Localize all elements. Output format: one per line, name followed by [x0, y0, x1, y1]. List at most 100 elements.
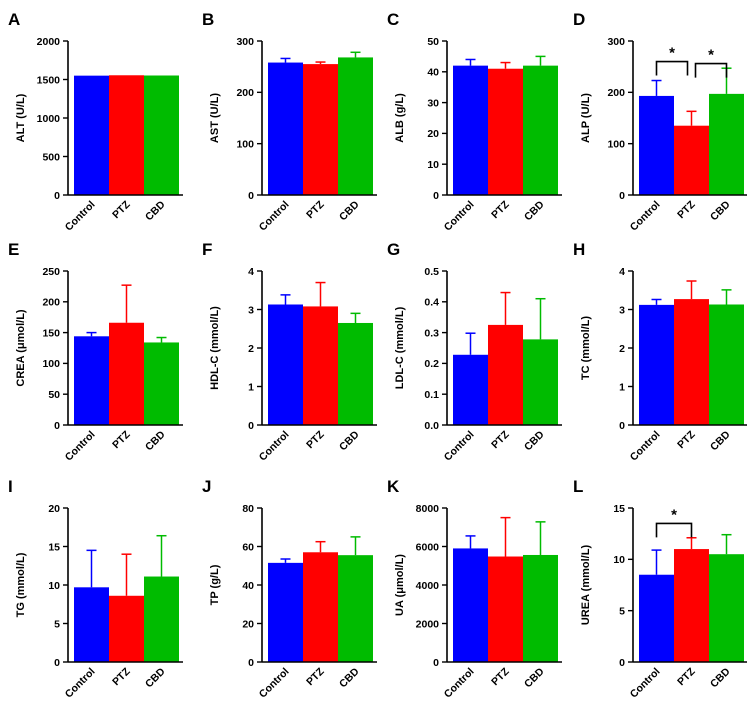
category-label: CBD: [143, 198, 168, 223]
y-axis-title: TG (mmol/L): [15, 552, 27, 617]
category-label: Control: [257, 199, 292, 234]
y-tick-label: 5: [619, 605, 625, 617]
panel-e: E 0 50 100 150 200 250 CREA (μmol/L) Control PTZ C…: [8, 240, 183, 464]
y-axis-title: CREA (μmol/L): [15, 309, 27, 387]
y-tick-label: 15: [48, 541, 60, 553]
panel-i: I 0 5 10 15 20 TG (mmol/L) Control PTZ CBD: [8, 477, 183, 701]
y-tick-label: 20: [242, 618, 254, 630]
y-tick-label: 200: [607, 87, 625, 99]
y-tick-label: 200: [42, 297, 60, 309]
y-tick-label: 0.3: [424, 327, 439, 339]
bar-ptz: [303, 306, 338, 425]
category-label: PTZ: [675, 428, 698, 451]
y-tick-label: 0: [248, 420, 254, 432]
y-axis-title: ALT (U/L): [15, 93, 27, 142]
y-tick-label: 10: [613, 554, 625, 566]
y-tick-label: 200: [236, 87, 254, 99]
panel-letter: K: [387, 477, 400, 496]
y-axis-title: UA (μmol/L): [394, 554, 406, 616]
y-tick-label: 100: [236, 138, 254, 150]
bar-control: [639, 574, 674, 662]
bar-control: [268, 562, 303, 662]
bar-cbd: [523, 554, 558, 662]
y-axis-title: ALP (U/L): [580, 93, 592, 143]
y-tick-label: 5: [54, 618, 60, 630]
y-tick-label: 1: [619, 381, 625, 393]
y-tick-label: 250: [42, 266, 60, 278]
category-label: PTZ: [304, 198, 327, 221]
category-label: PTZ: [489, 665, 512, 688]
bar-ptz: [109, 322, 144, 425]
category-label: Control: [257, 666, 292, 701]
category-label: CBD: [143, 428, 168, 453]
bar-cbd: [709, 554, 744, 662]
bar-control: [268, 62, 303, 196]
y-tick-label: 4: [248, 266, 254, 278]
category-label: CBD: [522, 665, 547, 690]
bar-control: [74, 587, 109, 662]
category-label: PTZ: [110, 198, 133, 221]
category-label: CBD: [708, 198, 733, 223]
bar-ptz: [674, 125, 709, 195]
y-tick-label: 0.5: [424, 266, 439, 278]
y-tick-label: 0: [619, 657, 625, 669]
category-label: Control: [442, 429, 477, 464]
panel-b: B 0 100 200 300 AST (U/L) Control PTZ CBD: [202, 10, 377, 234]
y-tick-label: 4: [619, 266, 625, 278]
y-tick-label: 500: [42, 151, 60, 163]
bar-cbd: [144, 342, 179, 425]
y-tick-label: 1000: [37, 113, 61, 125]
panel-letter: L: [573, 477, 583, 496]
y-tick-label: 0.2: [424, 358, 439, 370]
y-tick-label: 2000: [416, 618, 440, 630]
category-label: CBD: [708, 665, 733, 690]
y-tick-label: 15: [613, 503, 625, 515]
y-axis-title: LDL-C (mmol/L): [394, 306, 406, 389]
category-label: PTZ: [675, 665, 698, 688]
y-tick-label: 1: [248, 381, 254, 393]
bar-ptz: [674, 299, 709, 425]
bar-cbd: [709, 93, 744, 195]
y-tick-label: 0: [433, 657, 439, 669]
significance-star: *: [671, 506, 677, 523]
y-axis-title: TP (g/L): [209, 564, 221, 605]
y-tick-label: 0: [248, 190, 254, 202]
y-axis-title: UREA (mmol/L): [580, 545, 592, 626]
bar-ptz: [488, 324, 523, 425]
y-axis-title: AST (U/L): [209, 93, 221, 143]
y-tick-label: 20: [427, 128, 439, 140]
panel-l: L 0 5 10 15 UREA (mmol/L) Control PTZ CBD *: [573, 477, 747, 701]
y-tick-label: 0: [54, 190, 60, 202]
bar-cbd: [144, 576, 179, 662]
panel-d: D 0 100 200 300 ALP (U/L) Control PTZ CBD * *: [573, 10, 747, 234]
category-label: PTZ: [304, 665, 327, 688]
y-tick-label: 50: [48, 389, 60, 401]
y-tick-label: 3: [619, 304, 625, 316]
bar-control: [453, 354, 488, 425]
y-tick-label: 2000: [37, 36, 61, 48]
y-tick-label: 50: [427, 36, 439, 48]
y-tick-label: 1500: [37, 74, 61, 86]
bar-ptz: [303, 64, 338, 195]
y-tick-label: 0: [619, 420, 625, 432]
category-label: CBD: [337, 665, 362, 690]
bar-cbd: [523, 65, 558, 195]
y-tick-label: 10: [48, 580, 60, 592]
bar-cbd: [144, 75, 179, 195]
panel-letter: H: [573, 240, 585, 259]
category-label: Control: [628, 199, 663, 234]
bar-ptz: [303, 552, 338, 662]
y-tick-label: 0.4: [424, 297, 439, 309]
category-label: Control: [628, 429, 663, 464]
bar-cbd: [338, 555, 373, 662]
y-tick-label: 2: [248, 343, 254, 355]
panel-a: A 0 500 1000 1500 2000 ALT (U/L) Control PTZ CBD: [8, 10, 183, 234]
bar-ptz: [109, 595, 144, 662]
panel-h: H 0 1 2 3 4 TC (mmol/L) Control PTZ CBD: [573, 240, 747, 464]
y-tick-label: 150: [42, 327, 60, 339]
category-label: PTZ: [110, 428, 133, 451]
category-label: Control: [63, 429, 98, 464]
panel-letter: B: [202, 10, 214, 29]
y-tick-label: 0.1: [424, 389, 439, 401]
bar-cbd: [709, 304, 744, 425]
